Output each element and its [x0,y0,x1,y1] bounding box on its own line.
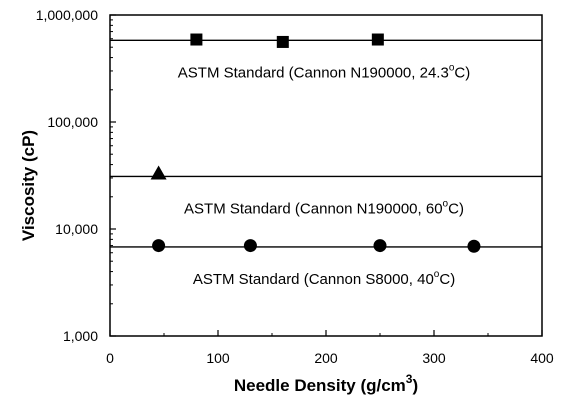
square-marker [371,33,384,46]
circle-marker [152,239,166,253]
y-tick-label: 100,000 [47,114,98,130]
x-tick-label: 0 [106,350,114,366]
triangle-marker [150,165,167,180]
y-tick-label: 10,000 [55,221,98,237]
x-tick-label: 300 [422,350,446,366]
x-tick-label: 100 [206,350,230,366]
x-axis-title-sup: 3 [406,372,413,386]
annotations: ASTM Standard (Cannon N190000, 24.3oC) AS… [178,62,470,288]
square-marker [190,33,203,46]
series-annotation: ASTM Standard (Cannon S8000, 40oC) [193,269,455,288]
data-points [150,33,481,253]
series-annotation: ASTM Standard (Cannon N190000, 24.3oC) [178,62,470,81]
circle-marker [243,239,257,253]
axis-ticks: 0 100 200 300 400 1,000 10,000 100,000 1,000,000 [36,7,554,366]
x-tick-label: 400 [530,350,554,366]
circle-marker [373,239,387,253]
y-tick-label: 1,000,000 [36,7,98,23]
circle-marker [467,239,481,253]
x-axis-title-text: Needle Density (g/cm [234,376,406,395]
square-marker [276,35,289,48]
y-tick-label: 1,000 [63,328,98,344]
series-annotation: ASTM Standard (Cannon N190000, 60oC) [184,198,464,217]
x-axis-title-suffix: ) [412,376,418,395]
y-axis-title: Viscosity (cP) [19,130,38,241]
x-axis-title: Needle Density (g/cm3) [234,372,418,395]
x-tick-label: 200 [314,350,338,366]
